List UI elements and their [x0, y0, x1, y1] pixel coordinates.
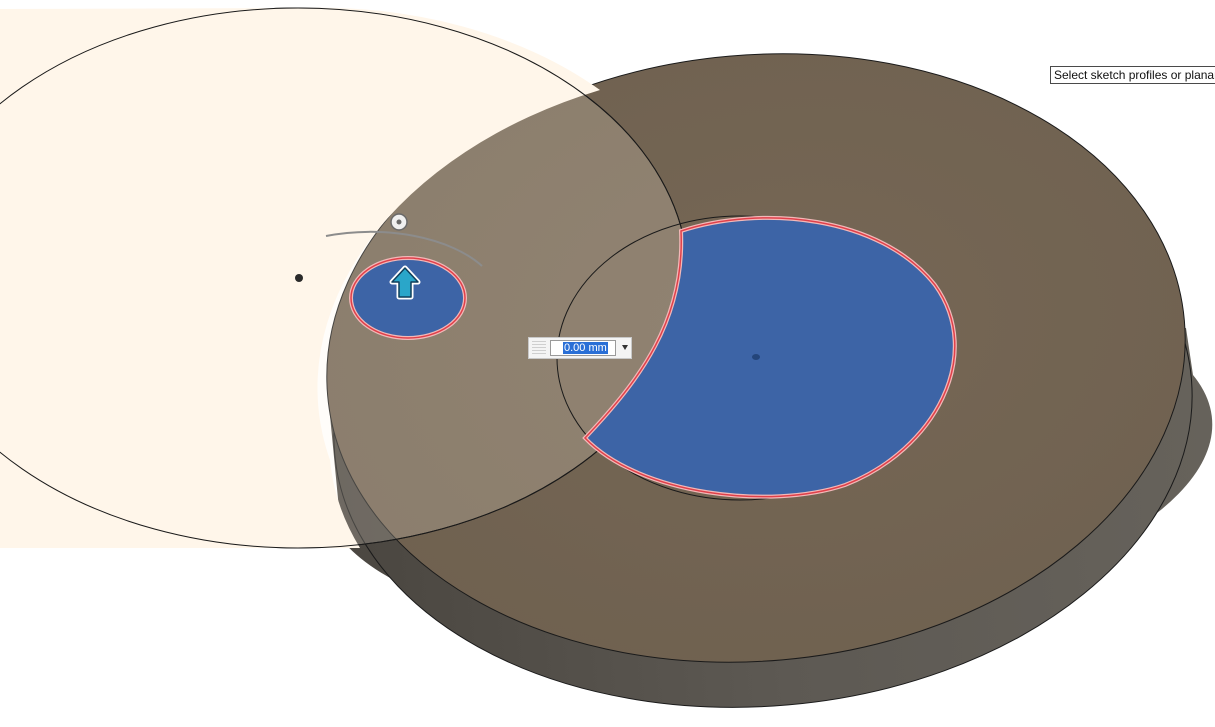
tooltip-text: Select sketch profiles or planar fa — [1054, 68, 1215, 82]
selection-tooltip: Select sketch profiles or planar fa — [1050, 66, 1215, 84]
drag-grip-icon[interactable] — [532, 341, 546, 355]
distance-input[interactable]: 0.00 mm — [550, 340, 616, 356]
chevron-down-icon[interactable] — [622, 345, 628, 350]
distance-value[interactable]: 0.00 mm — [563, 342, 608, 354]
rotation-manipulator-arc[interactable] — [325, 230, 483, 267]
small-circle-outline — [350, 257, 466, 339]
selected-profile-outline — [583, 217, 956, 498]
arrow-up-icon[interactable] — [389, 265, 421, 300]
profile-center-point — [752, 354, 760, 360]
rotation-handle-icon[interactable] — [390, 213, 408, 231]
sketch-center-point — [295, 274, 303, 282]
distance-input-box[interactable]: 0.00 mm — [528, 337, 632, 359]
